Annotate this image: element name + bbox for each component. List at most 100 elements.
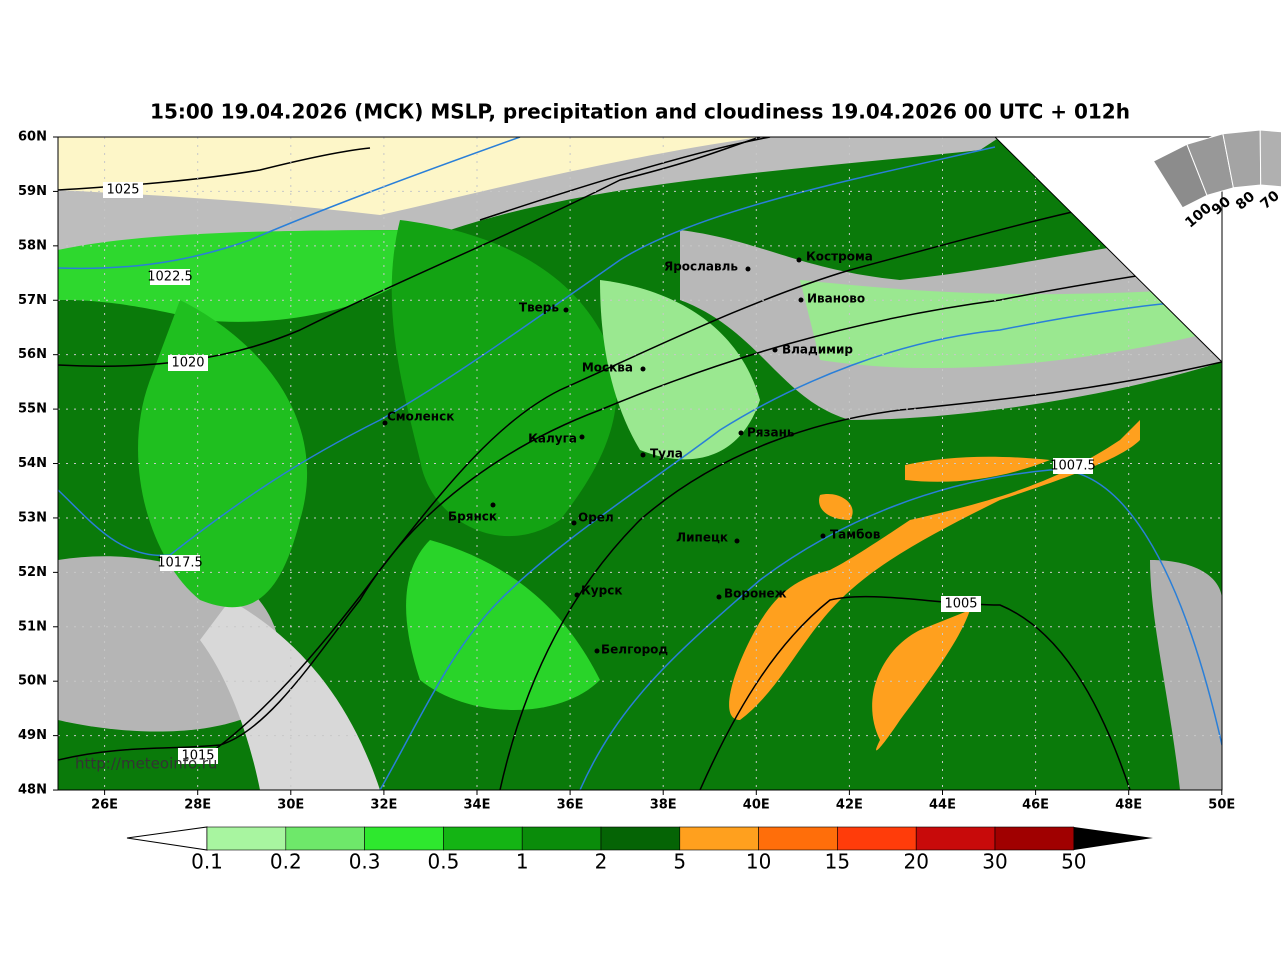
lat-label: 52N — [18, 565, 47, 580]
lat-label: 51N — [18, 619, 47, 634]
lat-label: 50N — [18, 674, 47, 689]
city-label: Тверь — [519, 301, 560, 315]
colorbar-label: 15 — [825, 850, 850, 874]
city-dot — [490, 502, 496, 508]
watermark: http://meteoinfo.ru — [75, 755, 217, 773]
lon-label: 34E — [464, 798, 491, 813]
lon-label: 42E — [836, 798, 863, 813]
colorbar-label: 2 — [595, 850, 608, 874]
city-dot — [734, 538, 740, 544]
isobar-label-box — [941, 596, 981, 612]
lat-label: 57N — [18, 293, 47, 308]
city-label: Москва — [582, 361, 633, 375]
colorbar-label: 0.2 — [270, 850, 302, 874]
lat-label: 55N — [18, 402, 47, 417]
city-label: Воронеж — [724, 587, 787, 601]
isobar-label: 1005 — [944, 597, 977, 612]
city-label: Смоленск — [387, 410, 454, 424]
isobar-label-box — [178, 748, 218, 764]
lon-label: 44E — [929, 798, 956, 813]
colorbar-swatch — [443, 826, 523, 851]
isobar-label-box — [150, 269, 190, 285]
city-dot — [820, 533, 826, 539]
colorbar-label: 0.1 — [191, 850, 223, 874]
colorbar-label: 5 — [673, 850, 686, 874]
city-dot — [640, 366, 646, 372]
lat-label: 54N — [18, 456, 47, 471]
city-label: Калуга — [528, 432, 577, 446]
lat-label: 58N — [18, 238, 47, 253]
lon-label: 46E — [1022, 798, 1049, 813]
city-dot — [745, 266, 751, 272]
city-label: Липецк — [676, 531, 728, 545]
cloud-legend-label: 80 — [1233, 188, 1258, 213]
city-label: Рязань — [747, 426, 795, 440]
cloud-legend-label: 70 — [1258, 188, 1281, 213]
isobar-label-box — [168, 355, 208, 371]
colorbar-swatch — [600, 826, 681, 851]
colorbar-swatch — [915, 826, 996, 851]
city-label: Иваново — [807, 292, 865, 306]
map — [58, 137, 1222, 790]
city-dot — [594, 648, 600, 654]
colorbar-swatch — [758, 826, 838, 851]
lon-label: 30E — [277, 798, 304, 813]
city-dot — [796, 257, 802, 263]
colorbar-swatch — [679, 826, 759, 851]
lon-label: 50E — [1208, 798, 1235, 813]
city-label: Тула — [650, 447, 683, 461]
colorbar-label: 30 — [982, 850, 1007, 874]
isobar-label: 1007.5 — [1050, 459, 1096, 474]
colorbar-label: 1 — [516, 850, 529, 874]
isobar-label-box — [1053, 458, 1093, 474]
colorbar-label: 0.3 — [349, 850, 381, 874]
colorbar-label: 20 — [903, 850, 928, 874]
lat-label: 59N — [18, 184, 47, 199]
city-dot — [382, 420, 388, 426]
isobar-label: 1017.5 — [157, 556, 203, 571]
city-label: Владимир — [782, 343, 853, 357]
city-dot — [571, 520, 577, 526]
isobar-label: 1015 — [181, 749, 214, 764]
city-label: Курск — [581, 584, 622, 598]
lon-label: 28E — [184, 798, 211, 813]
lat-label: 60N — [18, 130, 47, 145]
lon-label: 32E — [370, 798, 397, 813]
isobar-label-box — [160, 555, 200, 571]
colorbar-swatch — [521, 826, 602, 851]
colorbar-swatch — [285, 826, 365, 851]
isobar-label: 1025 — [106, 183, 139, 198]
city-dot — [574, 592, 580, 598]
city-label: Кострома — [806, 250, 873, 264]
city-dot — [563, 307, 569, 313]
city-label: Брянск — [448, 510, 497, 524]
lon-label: 36E — [557, 798, 584, 813]
lon-label: 40E — [743, 798, 770, 813]
cloud-legend-panel — [993, 136, 1223, 364]
city-dot — [772, 347, 778, 353]
city-label: Орел — [578, 511, 614, 525]
colorbar-label: 50 — [1061, 850, 1086, 874]
isobar-label: 1022.5 — [147, 270, 193, 285]
colorbar-label: 10 — [746, 850, 771, 874]
colorbar-high — [1074, 827, 1153, 850]
city-label: Ярославль — [664, 260, 738, 274]
colorbar-swatch — [994, 826, 1075, 851]
lat-label: 53N — [18, 510, 47, 525]
colorbar-label: 0.5 — [427, 850, 459, 874]
city-dot — [716, 594, 722, 600]
colorbar-swatch — [206, 826, 287, 851]
lat-label: 49N — [18, 728, 47, 743]
colorbar-swatch — [837, 826, 917, 851]
city-dot — [579, 434, 585, 440]
lon-label: 26E — [91, 798, 118, 813]
isobar-label: 1020 — [171, 356, 204, 371]
lon-label: 38E — [650, 798, 677, 813]
colorbar-low — [126, 826, 208, 851]
cloud-legend-swatch — [1259, 129, 1281, 188]
title: 15:00 19.04.2026 (МСК) MSLP, precipitati… — [150, 100, 1130, 124]
city-dot — [798, 297, 804, 303]
colorbar-swatch — [364, 826, 444, 851]
lat-label: 48N — [18, 783, 47, 798]
